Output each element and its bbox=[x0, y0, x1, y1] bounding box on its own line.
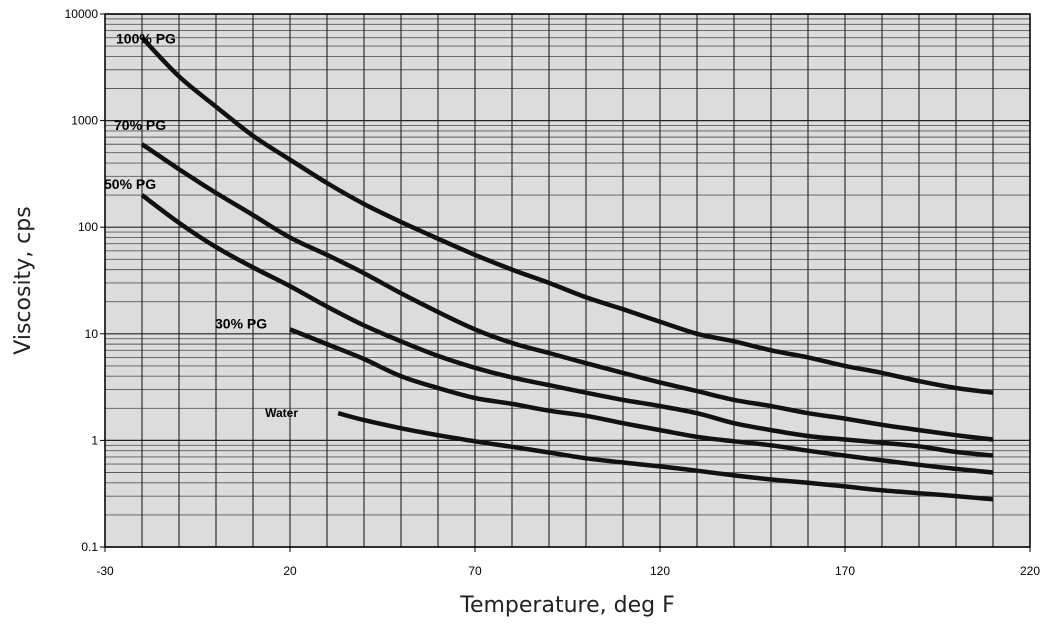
x-tick-label: -30 bbox=[96, 564, 114, 578]
plot-area bbox=[105, 14, 1030, 547]
series-lines bbox=[140, 36, 994, 502]
series-line-100pct-pg bbox=[140, 36, 994, 395]
series-line-70pct-pg bbox=[140, 142, 994, 442]
series-line-water bbox=[337, 411, 994, 502]
x-tick-label: 20 bbox=[283, 564, 297, 578]
series-line-50pct-pg bbox=[140, 193, 994, 458]
x-axis-title: Temperature, deg F bbox=[459, 593, 674, 618]
y-tick-label: 1 bbox=[91, 433, 98, 447]
x-tick-label: 120 bbox=[650, 564, 670, 578]
y-tick-label: 1000 bbox=[71, 114, 98, 128]
plot-frame bbox=[104, 13, 1031, 548]
series-label-100pct-pg: 100% PG bbox=[116, 31, 176, 47]
x-tick-label: 70 bbox=[468, 564, 482, 578]
series-label-water: Water bbox=[265, 406, 298, 420]
y-tick-label: 10 bbox=[85, 327, 99, 341]
y-axis-title: Viscosity, cps bbox=[11, 206, 36, 354]
series-label-50pct-pg: 50% PG bbox=[104, 176, 156, 192]
series-labels: 100% PG 70% PG 50% PG 30% PG Water bbox=[104, 31, 298, 421]
series-label-30pct-pg: 30% PG bbox=[215, 315, 267, 331]
y-tick-label: 10000 bbox=[65, 7, 99, 21]
y-axis-ticks: 0.1 1 10 100 1000 10000 bbox=[65, 7, 105, 554]
series-line-30pct-pg bbox=[289, 327, 994, 475]
y-tick-label: 0.1 bbox=[81, 540, 98, 554]
series-label-70pct-pg: 70% PG bbox=[114, 117, 166, 133]
x-axis-ticks: -30 20 70 120 170 220 bbox=[96, 547, 1040, 578]
y-tick-label: 100 bbox=[78, 220, 98, 234]
x-tick-label: 220 bbox=[1020, 564, 1040, 578]
x-tick-label: 170 bbox=[835, 564, 855, 578]
